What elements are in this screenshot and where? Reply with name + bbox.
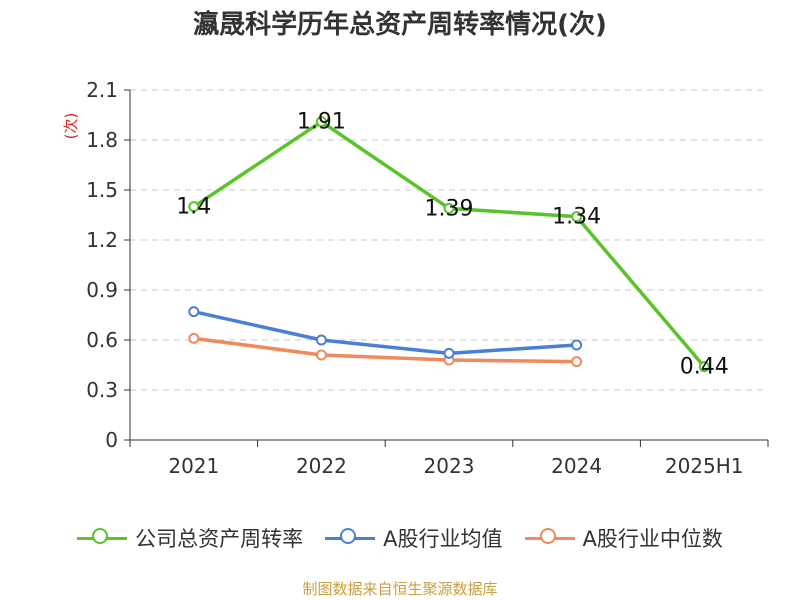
y-tick-label: 1.5: [86, 178, 118, 202]
y-tick-label: 2.1: [86, 78, 118, 102]
data-label: 1.91: [297, 110, 346, 135]
data-point: [443, 347, 455, 359]
y-tick-label: 0.3: [86, 378, 118, 402]
x-tick-label: 2023: [424, 454, 475, 478]
data-point: [188, 332, 200, 344]
legend-item[interactable]: 公司总资产周转率: [77, 523, 303, 553]
data-label: 0.44: [680, 355, 729, 380]
x-tick-label: 2022: [296, 454, 347, 478]
legend-label: A股行业均值: [383, 527, 503, 551]
data-labels: 1.4 1.91 1.39 1.34 0.44: [176, 110, 728, 380]
series-line: [193, 336, 577, 364]
legend-swatch: [77, 526, 128, 550]
y-tick-label: 0.9: [86, 278, 118, 302]
legend-label: A股行业中位数: [582, 527, 723, 551]
plot-area: 0 0.3 0.6 0.9 1.2 1.5 1.8 2.1 2021 2022 2023 2024 20…: [62, 78, 769, 478]
data-source-note: 制图数据来自恒生聚源数据库: [302, 580, 498, 598]
series-line: [193, 309, 577, 356]
data-point: [315, 349, 327, 361]
legend: 公司总资产周转率 A股行业均值 A股行业中位数: [0, 520, 800, 556]
data-label: 1.34: [552, 205, 601, 230]
data-point: [315, 116, 327, 128]
y-tick-label: 0.6: [86, 328, 118, 352]
y-tick-label: 0: [105, 428, 118, 452]
x-tick-label: 2025H1: [665, 454, 744, 478]
data-point: [443, 202, 455, 214]
legend-swatch: [325, 526, 376, 550]
data-label: 1.4: [176, 195, 211, 220]
data-point: [571, 356, 583, 368]
chart-title: 瀛晟科学历年总资产周转率情况(次): [193, 10, 607, 40]
legend-swatch: [524, 526, 575, 550]
axes: 0 0.3 0.6 0.9 1.2 1.5 1.8 2.1 2021 2022 2023 2024 20…: [62, 78, 769, 478]
data-point: [188, 201, 200, 213]
x-tick-label: 2021: [168, 454, 219, 478]
data-point: [571, 211, 583, 223]
data-point: [315, 334, 327, 346]
y-tick-label: 1.2: [86, 228, 118, 252]
data-point: [571, 339, 583, 351]
y-axis-label: (次): [62, 113, 80, 140]
legend-item[interactable]: A股行业中位数: [524, 523, 723, 553]
data-point: [698, 361, 710, 373]
data-point: [188, 306, 200, 318]
y-tick-label: 1.8: [86, 128, 118, 152]
legend-label: 公司总资产周转率: [135, 527, 304, 551]
grid-lines: [130, 89, 768, 391]
legend-item[interactable]: A股行业均值: [325, 523, 503, 553]
x-tick-label: 2024: [551, 454, 602, 478]
data-label: 1.39: [425, 196, 474, 221]
series-layer: [188, 116, 710, 373]
